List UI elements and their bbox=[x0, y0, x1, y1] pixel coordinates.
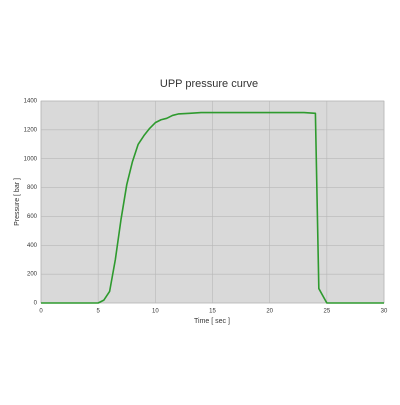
x-tick-label: 15 bbox=[209, 309, 216, 315]
x-tick-label: 25 bbox=[323, 309, 330, 315]
x-tick-label: 20 bbox=[266, 309, 273, 315]
x-tick-label: 10 bbox=[152, 309, 159, 315]
y-tick-label: 1000 bbox=[24, 156, 38, 162]
y-tick-label: 200 bbox=[27, 272, 38, 278]
x-tick-label: 0 bbox=[39, 309, 43, 315]
data-line bbox=[41, 111, 384, 304]
y-tick-label: 1400 bbox=[24, 99, 38, 105]
y-tick-label: 1200 bbox=[24, 127, 38, 133]
y-tick-label: 0 bbox=[34, 301, 38, 307]
x-tick-label: 5 bbox=[96, 309, 100, 315]
x-axis-label: Time [ sec ] bbox=[194, 318, 230, 325]
y-tick-label: 600 bbox=[27, 214, 38, 220]
y-tick-label: 400 bbox=[27, 243, 38, 249]
y-axis-label: Pressure [ bar ] bbox=[14, 178, 21, 226]
y-tick-label: 800 bbox=[27, 185, 38, 191]
chart-title: UPP pressure curve bbox=[160, 78, 258, 90]
x-tick-label: 30 bbox=[381, 309, 388, 315]
